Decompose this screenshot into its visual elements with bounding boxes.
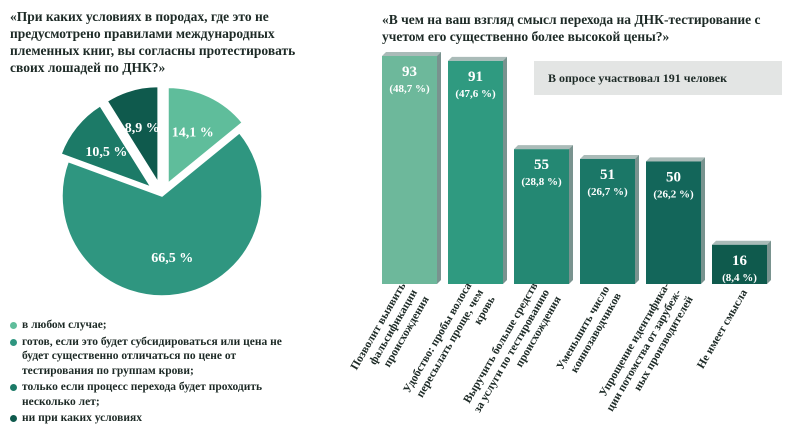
pie-slice-label: 14,1 % <box>172 125 214 140</box>
pie-slice <box>61 131 263 297</box>
bar-side <box>701 157 705 284</box>
bar <box>712 244 767 284</box>
bar-top <box>580 154 639 159</box>
bar-question-title: «В чем на ваш взгляд смысл перехода на Д… <box>382 12 761 44</box>
pie-question-title: «При каких условиях в породах, где это н… <box>10 9 296 75</box>
bar-percent-label: (48,7 %) <box>389 83 430 95</box>
pie-slice-label: 10,5 % <box>85 145 127 160</box>
bar-percent-label: (47,6 %) <box>455 88 496 100</box>
bar-side <box>437 52 441 284</box>
bar-side <box>635 154 639 284</box>
legend-label: только если процесс перехода будет прохо… <box>22 381 263 408</box>
bar-top <box>514 145 573 150</box>
bar-percent-label: (28,8 %) <box>521 176 562 188</box>
bar-top <box>382 52 441 56</box>
bar-side <box>767 240 771 284</box>
legend-item: в любом случае; <box>8 318 308 333</box>
pie-chart: 14,1 % 66,5 % 10,5 % 8,9 % <box>60 85 263 297</box>
legend-item: ни при каких условиях <box>8 411 308 426</box>
bar-top <box>712 240 771 245</box>
bar-top <box>646 157 705 162</box>
legend-swatch <box>10 322 17 329</box>
bar-value-label: 91 <box>468 69 483 85</box>
bar-value-label: 51 <box>600 167 615 183</box>
bar <box>514 149 569 284</box>
bar-percent-label: (26,7 %) <box>587 186 628 198</box>
bar <box>382 56 437 284</box>
pie-slice <box>60 104 153 189</box>
bar <box>646 161 701 284</box>
pie-slice-label: 66,5 % <box>151 251 193 266</box>
pie-legend: в любом случае; готов, если это будет су… <box>8 318 308 428</box>
bar-side <box>569 145 573 284</box>
pie-slice-label: 8,9 % <box>125 121 160 136</box>
bar-value-label: 55 <box>534 157 549 173</box>
legend-item: только если процесс перехода будет прохо… <box>8 380 308 409</box>
pie-slice <box>167 86 244 185</box>
pie-slice <box>106 85 159 186</box>
survey-note: В опросе участвовал 191 человек <box>534 61 782 95</box>
bar-value-label: 50 <box>666 169 681 185</box>
bar-category-label: Не имеет смысла <box>695 287 750 371</box>
bar <box>448 60 503 284</box>
bar-percent-label: (26,2 %) <box>653 188 694 200</box>
bar-side <box>503 56 507 284</box>
bar-top <box>448 56 507 61</box>
bar-percent-label: (8,4 %) <box>722 272 757 284</box>
legend-item: готов, если это будет субсидироваться ил… <box>8 335 308 379</box>
bar-value-label: 16 <box>732 253 748 269</box>
bar <box>580 158 635 284</box>
legend-swatch <box>10 338 17 346</box>
legend-label: в любом случае; <box>22 319 107 331</box>
legend-swatch <box>10 384 17 391</box>
bar-value-label: 93 <box>402 64 417 80</box>
legend-swatch <box>10 415 17 422</box>
legend-label: ни при каких условиях <box>22 412 142 424</box>
legend-label: готов, если это будет субсидироваться ил… <box>22 335 282 377</box>
